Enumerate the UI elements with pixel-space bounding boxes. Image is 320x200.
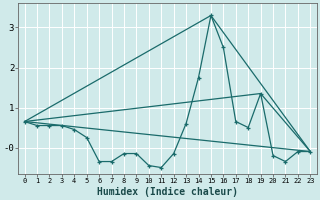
X-axis label: Humidex (Indice chaleur): Humidex (Indice chaleur) — [97, 186, 238, 197]
